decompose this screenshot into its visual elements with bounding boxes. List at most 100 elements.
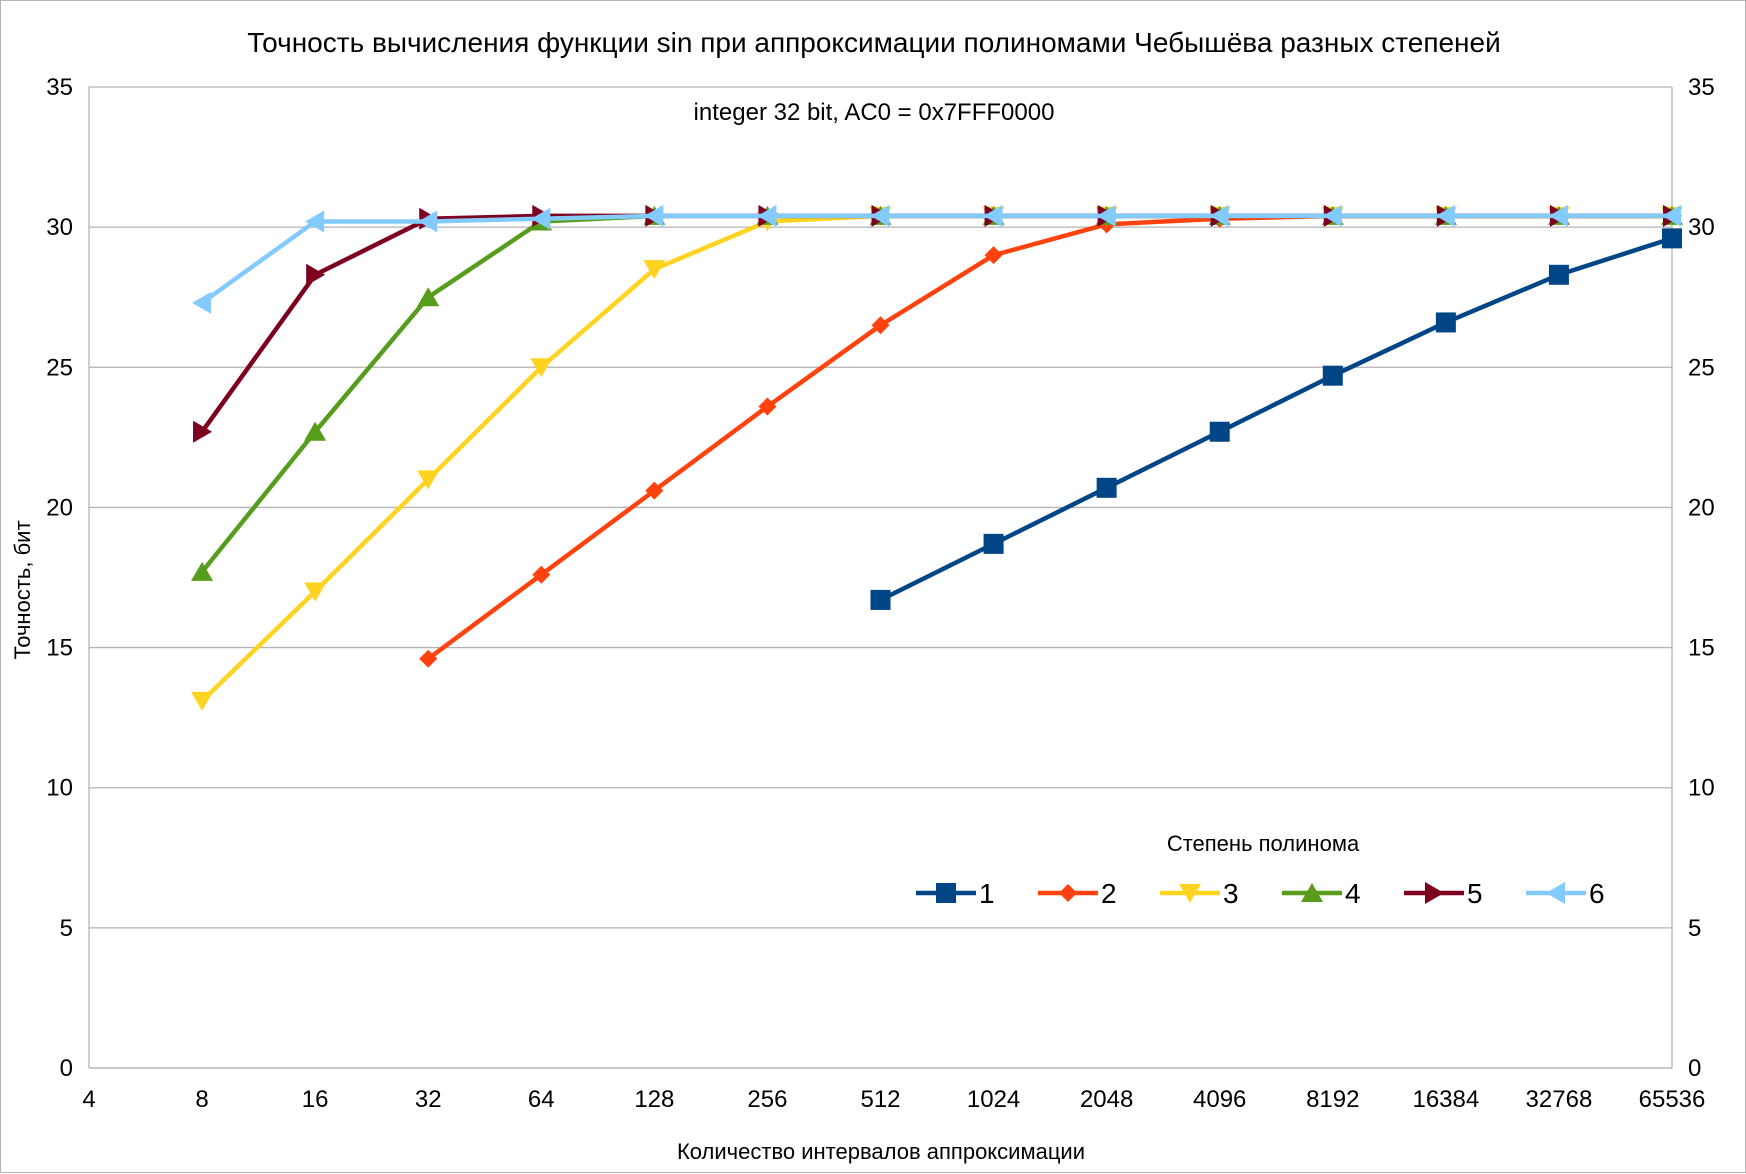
series-line-1 [879,236,1673,602]
y-tick-label: 5 [60,915,73,942]
data-point [1322,204,1342,227]
data-point [304,582,327,602]
data-point [306,263,326,286]
data-point [757,204,777,227]
x-tick-label: 65536 [1639,1086,1706,1113]
x-tick-label: 2048 [1080,1086,1133,1113]
data-point [870,204,890,227]
data-point [871,316,890,335]
legend-label: 3 [1223,878,1239,909]
y-tick-label-right: 15 [1688,635,1715,662]
legend-item-4: 4 [1282,878,1361,909]
legend-marker [1546,882,1565,904]
axes [88,87,1673,1069]
data-point [419,649,438,668]
series-4 [191,205,1683,581]
y-tick-label-right: 20 [1688,494,1715,521]
data-point [645,481,664,500]
y-axis-label: Точность, бит [10,520,35,659]
data-point [1435,204,1455,227]
legend-label: 5 [1467,878,1483,909]
x-tick-label: 64 [528,1086,555,1113]
data-point [1548,204,1568,227]
legend-label: 6 [1589,878,1605,909]
x-tick-label: 4096 [1193,1086,1246,1113]
series-3 [191,206,1683,711]
x-tick-label: 16384 [1412,1086,1479,1113]
legend-item-6: 6 [1526,878,1605,909]
legend-marker [1425,882,1444,904]
legend-marker [1059,884,1077,902]
y-tick-label: 0 [60,1055,73,1082]
y-tick-label-right: 35 [1688,74,1715,101]
data-point [191,691,214,711]
data-point [1209,204,1229,227]
y-tick-label: 30 [46,214,73,241]
data-point [983,533,1004,554]
legend-label: 4 [1345,878,1361,909]
data-point [983,204,1003,227]
chart-title: Точность вычисления функции sin при аппр… [247,27,1500,58]
x-tick-label: 1024 [967,1086,1020,1113]
data-point [644,204,664,227]
x-tick-label: 8 [195,1086,208,1113]
data-point [417,287,440,307]
x-tick-label: 128 [634,1086,674,1113]
legend-marker [1179,884,1201,903]
series-line-4 [200,213,1672,574]
y-tick-label: 25 [46,354,73,381]
data-point [1209,421,1230,442]
data-point [1435,312,1456,333]
y-tick-label-right: 0 [1688,1055,1701,1082]
legend-label: 2 [1101,878,1117,909]
legend-marker [936,883,956,903]
y-tick-label: 10 [46,775,73,802]
x-tick-label: 8192 [1306,1086,1359,1113]
series-lines [191,204,1683,711]
series-1 [870,228,1682,610]
series-5 [193,204,1682,443]
y-tick-label-right: 30 [1688,214,1715,241]
data-point [643,260,666,280]
series-line-6 [200,213,1672,305]
y-tick-label-right: 5 [1688,915,1701,942]
legend-title: Степень полинома [1167,831,1360,856]
x-tick-label: 32768 [1526,1086,1593,1113]
data-point [984,246,1003,265]
data-point [418,210,438,233]
series-line-2 [426,213,1672,661]
data-point [417,470,440,490]
x-tick-label: 512 [860,1086,900,1113]
legend-item-1: 1 [916,878,995,909]
legend-item-2: 2 [1038,878,1117,909]
data-point [192,291,212,314]
data-point [530,358,553,378]
x-tick-label: 4 [82,1086,95,1113]
series-6 [192,204,1681,314]
chart-subtitle: integer 32 bit, AC0 = 0x7FFF0000 [694,99,1055,126]
x-tick-label: 256 [747,1086,787,1113]
data-point [304,421,327,441]
data-point [1096,477,1117,498]
x-tick-label: 16 [302,1086,329,1113]
legend-item-5: 5 [1404,878,1483,909]
y-tick-label: 15 [46,635,73,662]
data-point [193,420,213,443]
data-point [1662,228,1682,249]
data-point [1662,204,1681,227]
data-point [305,210,325,233]
data-point [1322,365,1343,386]
y-tick-label: 20 [46,494,73,521]
data-point [531,207,551,230]
data-point [870,589,891,610]
legend-marker [1301,883,1323,902]
y-tick-label-right: 25 [1688,354,1715,381]
data-point [1096,204,1116,227]
data-point [758,397,777,416]
data-point [191,561,214,581]
y-tick-label: 35 [46,74,73,101]
data-point [1548,264,1569,285]
